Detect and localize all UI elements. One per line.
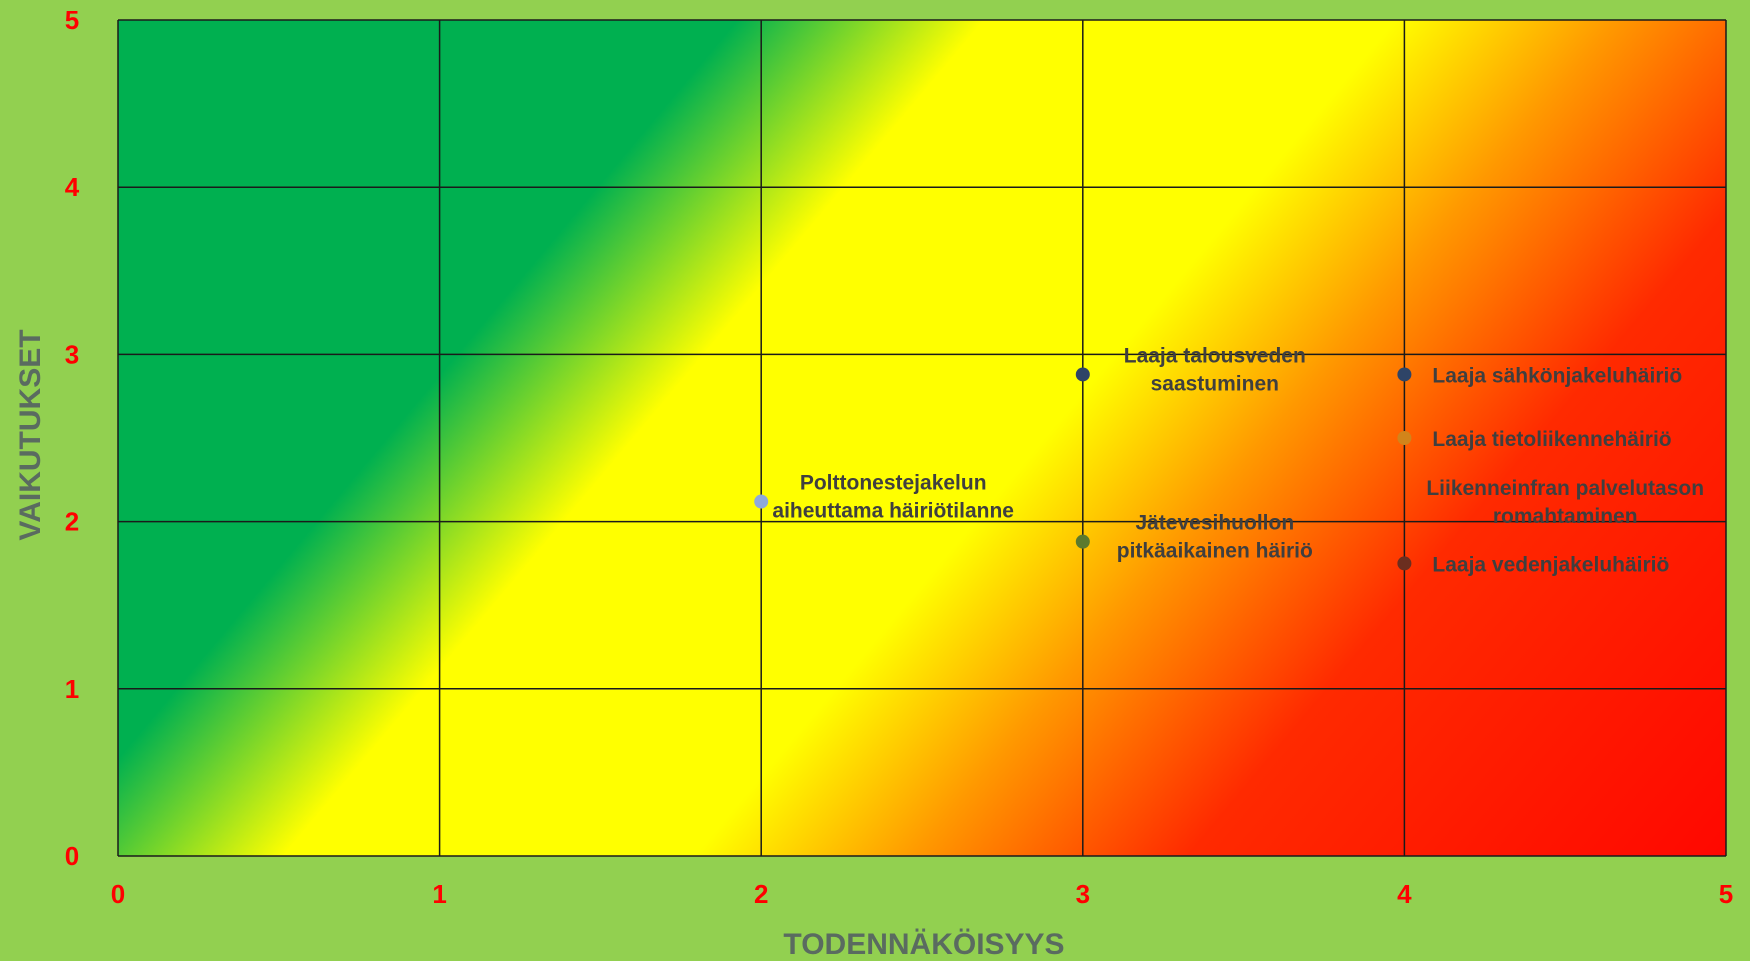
plot-area (118, 20, 1726, 856)
data-point-group: Laaja talousveden saastuminen (1075, 344, 1306, 395)
data-point-marker (1397, 556, 1412, 571)
x-tick-label: 3 (1076, 879, 1090, 909)
y-tick-label: 0 (65, 841, 79, 871)
data-point-label: Jätevesihuollon pitkäaikainen häiriö (1117, 512, 1313, 563)
data-point-label: Laaja vedenjakeluhäiriö (1432, 553, 1669, 576)
data-point-label: Laaja talousveden saastuminen (1124, 344, 1306, 395)
y-tick-label: 5 (65, 5, 79, 35)
data-point-group: Laaja tietoliikennehäiriö (1397, 428, 1672, 451)
data-point-group: Liikenneinfran palvelutason romahtaminen (1426, 477, 1704, 528)
y-tick-label: 2 (65, 507, 79, 537)
grid-lines (117, 19, 1727, 857)
data-point-group: Laaja vedenjakeluhäiriö (1397, 553, 1669, 576)
data-point-label: Laaja sähkönjakeluhäiriö (1432, 364, 1682, 387)
data-point-label: Polttonestejakelun aiheuttama häiriötilan… (772, 472, 1014, 523)
data-point-marker (1075, 367, 1090, 382)
x-tick-label: 5 (1719, 879, 1733, 909)
data-point-group: Polttonestejakelun aiheuttama häiriötilan… (754, 472, 1014, 523)
data-point-marker (1075, 534, 1090, 549)
x-tick-label: 4 (1397, 879, 1412, 909)
x-tick-label: 1 (432, 879, 446, 909)
data-point-group: Jätevesihuollon pitkäaikainen häiriö (1075, 512, 1313, 563)
y-tick-label: 1 (65, 674, 79, 704)
x-tick-labels: 0 1 2 3 4 5 (111, 879, 1733, 909)
data-points: Laaja talousveden saastuminen Laaja sähkön… (754, 344, 1704, 576)
data-point-marker (754, 494, 769, 509)
x-tick-label: 0 (111, 879, 125, 909)
y-tick-label: 4 (65, 172, 80, 202)
data-point-label: Laaja tietoliikennehäiriö (1432, 428, 1671, 451)
y-tick-labels: 0 1 2 3 4 5 (65, 5, 80, 871)
data-point-marker (1397, 367, 1412, 382)
data-point-group: Laaja sähkönjakeluhäiriö (1397, 364, 1682, 387)
data-point-marker (1397, 431, 1412, 445)
x-tick-label: 2 (754, 879, 768, 909)
y-tick-label: 3 (65, 339, 79, 369)
y-axis-title: VAIKUTUKSET (14, 329, 47, 540)
data-point-label: Liikenneinfran palvelutason romahtaminen (1426, 477, 1704, 528)
x-axis-title: TODENNÄKÖISYYS (783, 928, 1064, 961)
